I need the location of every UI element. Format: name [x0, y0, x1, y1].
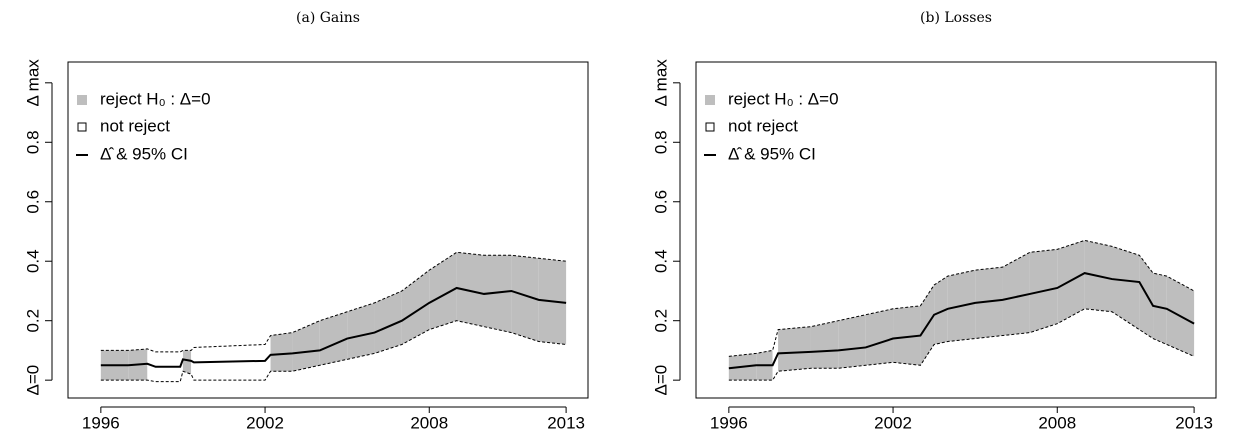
ci-band: [1112, 246, 1140, 330]
ci-band: [1057, 240, 1085, 324]
legend-label: not reject: [728, 116, 798, 135]
y-tick-label: 0.2: [23, 309, 42, 333]
estimate-line: [100, 286, 567, 368]
panel-title: (a) Gains: [296, 10, 360, 26]
legend-label: Δ̂ & 95% CI: [100, 144, 188, 163]
ci-band: [1153, 273, 1167, 345]
ci-band: [778, 326, 811, 372]
ci-band: [191, 347, 194, 381]
x-tick-label: 2008: [410, 413, 448, 432]
ci-band: [1002, 252, 1030, 336]
ci-band: [319, 311, 348, 366]
y-tick-label: Δ max: [651, 59, 670, 107]
x-tick-label: 1996: [82, 413, 120, 432]
ci-band: [182, 350, 192, 375]
legend-key: [77, 122, 87, 132]
ci-band: [934, 276, 948, 345]
x-tick-label: 2008: [1038, 413, 1076, 432]
ci-band: [1139, 255, 1154, 339]
ci-lower: [728, 308, 1195, 381]
ci-band: [292, 320, 320, 372]
legend-key: [705, 95, 715, 105]
y-tick-label: Δ max: [23, 59, 42, 107]
ci-band: [838, 314, 866, 369]
x-tick-label: 2002: [246, 413, 284, 432]
ci-band: [893, 305, 921, 366]
ci-band: [772, 329, 779, 381]
y-tick-label: 0.8: [23, 130, 42, 154]
legend-label: not reject: [100, 116, 170, 135]
panel-title: (b) Losses: [920, 10, 992, 26]
ci-band: [484, 255, 512, 333]
y-tick-label: 0.4: [23, 249, 42, 273]
legend-label: reject H₀ : Δ=0: [100, 89, 211, 108]
y-tick-label: 0.4: [651, 249, 670, 273]
ci-band: [374, 290, 402, 354]
ci-upper: [100, 251, 567, 353]
ci-band: [456, 252, 484, 327]
x-tick-label: 1996: [710, 413, 748, 432]
ci-band: [511, 255, 539, 342]
y-tick-label: Δ=0: [23, 365, 42, 396]
y-tick-label: 0.8: [651, 130, 670, 154]
x-tick-label: 2013: [547, 413, 585, 432]
legend-key: [77, 95, 87, 105]
legend-key: [705, 122, 715, 132]
ci-band: [401, 270, 430, 345]
y-tick-label: Δ=0: [651, 365, 670, 396]
ci-band: [347, 302, 375, 360]
panel: (b) Losses Δ=0 0.2 0.4 0.6 0.8 Δ max 1996 2002 20…: [651, 10, 1217, 432]
ci-band: [429, 252, 457, 330]
x-tick-label: 2002: [874, 413, 912, 432]
ci-lower: [100, 320, 567, 383]
y-tick-label: 0.6: [23, 190, 42, 214]
ci-upper: [728, 239, 1195, 357]
legend-label: reject H₀ : Δ=0: [728, 89, 839, 108]
legend-label: Δ̂ & 95% CI: [728, 144, 816, 163]
plot-box: [695, 61, 1217, 399]
plot-box: [67, 61, 589, 399]
ci-band: [865, 308, 894, 366]
y-tick-label: 0.6: [651, 190, 670, 214]
ci-band: [810, 320, 839, 369]
y-tick-label: 0.2: [651, 309, 670, 333]
x-tick-label: 2013: [1175, 413, 1213, 432]
ci-band: [975, 267, 1003, 339]
panel: (a) Gains Δ=0 0.2 0.4 0.6 0.8 Δ max 1996 2002 200…: [23, 10, 589, 432]
estimate-line: [728, 272, 1195, 370]
ci-band: [270, 332, 293, 372]
